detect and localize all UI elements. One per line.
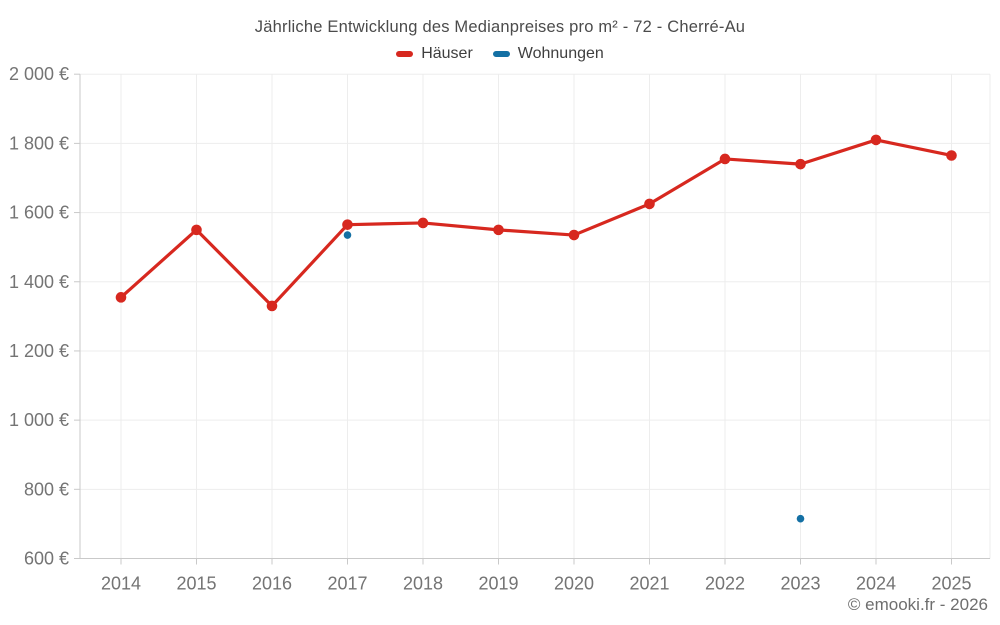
series-line-haeuser <box>647 157 727 206</box>
series-line-haeuser <box>421 221 501 232</box>
series-line-haeuser <box>270 223 350 308</box>
data-point-haeuser-2021[interactable] <box>644 198 655 210</box>
legend-swatch-haeuser <box>396 51 414 57</box>
data-point-haeuser-2024[interactable] <box>870 134 882 146</box>
data-point-haeuser-2016[interactable] <box>266 300 278 312</box>
x-tick-label: 2017 <box>327 574 367 594</box>
y-tick-label: 1 000 € <box>9 410 69 430</box>
data-point-haeuser-2023[interactable] <box>795 158 806 170</box>
y-tick-label: 1 200 € <box>9 341 69 361</box>
series-line-haeuser <box>119 228 199 299</box>
legend-label-wohnungen: Wohnungen <box>517 45 604 62</box>
copyright: © emooki.fr - 2026 <box>847 595 988 614</box>
series-line-haeuser <box>723 157 803 166</box>
y-tick-label: 1 800 € <box>9 133 69 153</box>
series-line-haeuser <box>345 221 425 227</box>
series-line-haeuser <box>874 138 954 158</box>
x-tick-label: 2021 <box>629 574 669 594</box>
x-tick-label: 2019 <box>478 574 518 594</box>
x-tick-label: 2022 <box>705 574 745 594</box>
series-line-haeuser <box>194 228 274 308</box>
data-point-haeuser-2019[interactable] <box>493 224 504 236</box>
x-tick-label: 2016 <box>252 574 292 594</box>
data-point-haeuser-2020[interactable] <box>568 229 580 241</box>
data-point-wohnungen-2017[interactable] <box>343 231 352 239</box>
legend-label-haeuser: Häuser <box>421 45 473 62</box>
series-line-haeuser <box>798 138 878 166</box>
legend-item-wohnungen[interactable]: Wohnungen <box>492 45 604 63</box>
legend-item-haeuser[interactable]: Häuser <box>396 45 473 63</box>
chart-legend: Häuser Wohnungen <box>0 45 1000 63</box>
x-tick-label: 2015 <box>176 574 216 594</box>
x-tick-label: 2024 <box>856 574 896 594</box>
x-tick-label: 2025 <box>931 574 971 594</box>
data-point-haeuser-2014[interactable] <box>115 292 127 303</box>
series-line-haeuser <box>496 228 576 237</box>
chart-title: Jährliche Entwicklung des Medianpreises … <box>254 18 746 36</box>
x-tick-label: 2020 <box>554 574 594 594</box>
y-tick-label: 800 € <box>24 479 69 499</box>
data-point-wohnungen-2023[interactable] <box>796 514 805 523</box>
legend-swatch-wohnungen <box>492 51 510 57</box>
data-point-haeuser-2018[interactable] <box>417 217 429 229</box>
data-point-haeuser-2022[interactable] <box>719 153 731 165</box>
y-tick-label: 600 € <box>24 549 69 569</box>
data-point-haeuser-2025[interactable] <box>946 150 957 161</box>
y-tick-label: 2 000 € <box>9 64 69 84</box>
y-tick-label: 1 400 € <box>9 272 69 292</box>
x-tick-label: 2018 <box>403 574 443 594</box>
x-tick-label: 2023 <box>780 574 820 594</box>
y-tick-label: 1 600 € <box>9 203 69 223</box>
series-line-haeuser <box>572 202 652 237</box>
data-point-haeuser-2017[interactable] <box>342 219 353 230</box>
data-point-haeuser-2015[interactable] <box>191 224 202 236</box>
x-tick-label: 2014 <box>101 574 141 594</box>
